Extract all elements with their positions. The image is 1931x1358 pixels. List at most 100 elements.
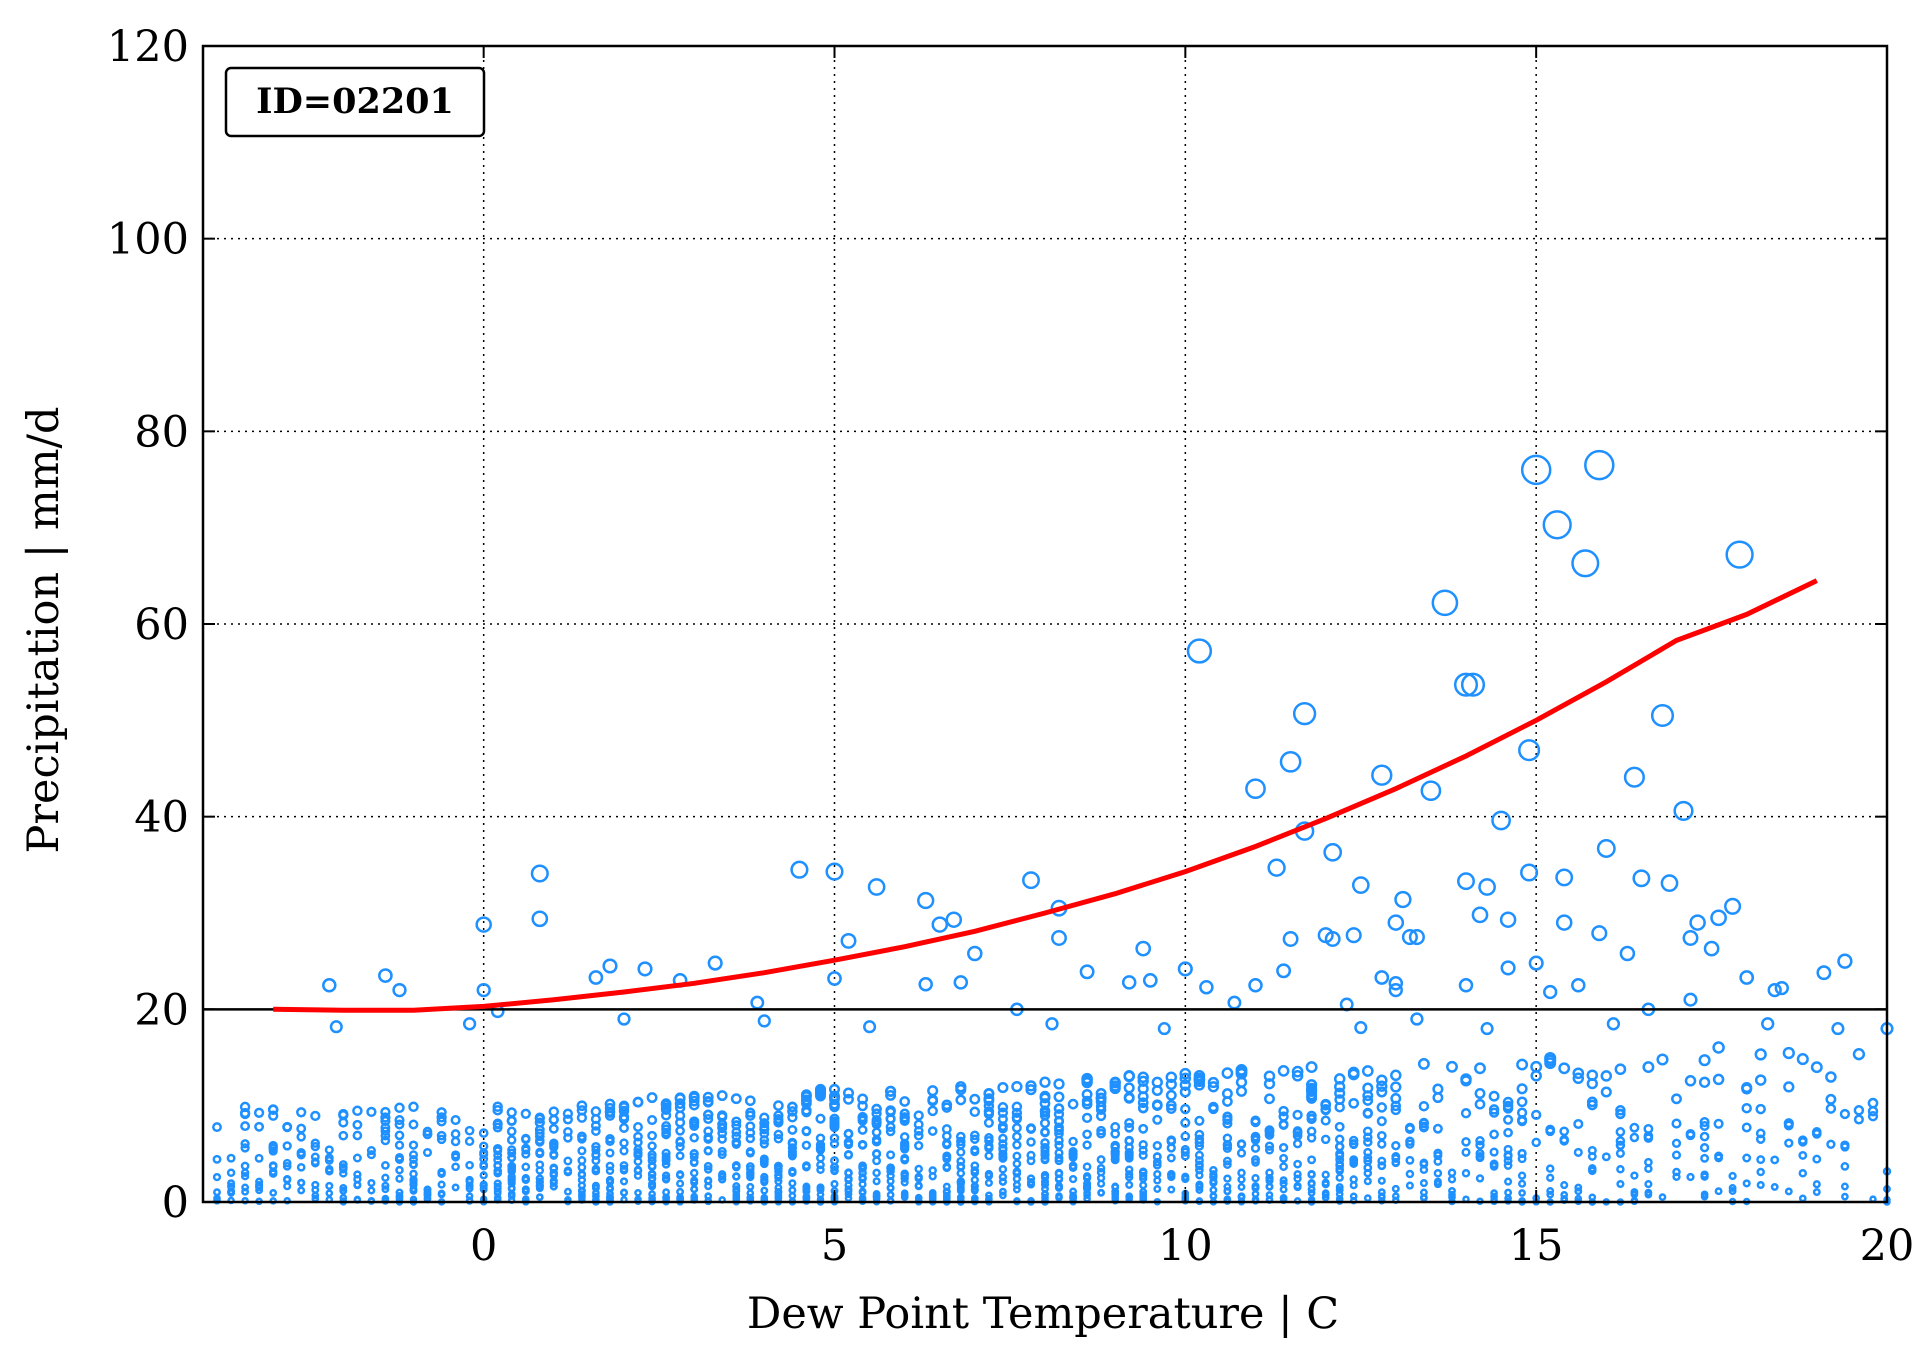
- scatter-point: [1267, 858, 1286, 877]
- scatter-point: [549, 1178, 558, 1187]
- scatter-point: [1223, 1174, 1232, 1183]
- scatter-point: [913, 1130, 924, 1141]
- scatter-point: [787, 1147, 797, 1157]
- scatter-point: [1025, 1084, 1037, 1096]
- scatter-point: [394, 1130, 405, 1141]
- scatter-point: [591, 1141, 601, 1152]
- scatter-point: [773, 1129, 784, 1140]
- scatter-point: [704, 1176, 713, 1185]
- scatter-point: [325, 1181, 334, 1190]
- scatter-point: [1165, 1071, 1178, 1083]
- scatter-point: [1012, 1131, 1022, 1142]
- scatter-point: [605, 1178, 615, 1187]
- scatter-point: [618, 1111, 630, 1122]
- scatter-point: [465, 1181, 474, 1190]
- scatter-point: [563, 1156, 573, 1166]
- scatter-point: [1180, 1131, 1191, 1142]
- scatter-point: [493, 1166, 502, 1176]
- scatter-point: [1125, 1180, 1134, 1189]
- scatter-point: [1516, 1096, 1528, 1108]
- scatter-point: [381, 1161, 390, 1170]
- scatter-point: [829, 1139, 840, 1149]
- scatter-point: [520, 1108, 531, 1119]
- y-tick-label: 120: [107, 22, 189, 72]
- scatter-point: [1051, 930, 1067, 946]
- scatter-point: [1209, 1165, 1218, 1175]
- scatter-point: [1139, 1174, 1148, 1183]
- scatter-point: [324, 1145, 334, 1155]
- scatter-point: [646, 1092, 658, 1104]
- scatter-point: [1419, 1179, 1428, 1188]
- scatter-point: [1081, 1074, 1093, 1087]
- scatter-point: [1503, 1156, 1513, 1166]
- scatter-point: [436, 1134, 447, 1145]
- scatter-point: [1489, 1162, 1499, 1171]
- scatter-point: [1222, 1143, 1233, 1153]
- scatter-point: [1039, 1090, 1051, 1102]
- scatter-point: [1755, 1128, 1766, 1139]
- scatter-point: [703, 1109, 714, 1120]
- scatter-point: [1724, 897, 1742, 915]
- scatter-point: [956, 1186, 965, 1195]
- scatter-point: [1039, 1076, 1051, 1088]
- scatter-point: [745, 1107, 756, 1118]
- scatter-point: [886, 1177, 895, 1186]
- scatter-point: [774, 1188, 783, 1197]
- scatter-point: [843, 1149, 854, 1160]
- scatter-point: [885, 1113, 896, 1125]
- scatter-point: [1209, 1192, 1218, 1201]
- scatter-point: [1601, 1152, 1611, 1162]
- scatter-point: [815, 1143, 826, 1153]
- scatter-point: [408, 1150, 419, 1160]
- scatter-point: [338, 1117, 349, 1128]
- scatter-point: [549, 1138, 559, 1149]
- scatter-point: [1754, 1048, 1767, 1061]
- scatter-point: [632, 1096, 644, 1108]
- scatter-point: [1798, 1168, 1808, 1178]
- scatter-point: [1151, 1099, 1163, 1111]
- scatter-point: [253, 1107, 265, 1118]
- scatter-point: [1179, 1079, 1191, 1091]
- scatter-point: [1265, 1173, 1274, 1183]
- scatter-point: [1671, 1138, 1682, 1148]
- scatter-point: [1559, 1126, 1570, 1137]
- scatter-point: [605, 1161, 615, 1171]
- scatter-point: [563, 1187, 572, 1196]
- scatter-point: [1728, 1187, 1737, 1195]
- scatter-point: [689, 1168, 699, 1178]
- scatter-point: [1166, 1153, 1176, 1163]
- scatter-point: [843, 1128, 854, 1139]
- scatter-point: [1054, 1174, 1064, 1183]
- scatter-point: [1082, 1162, 1092, 1172]
- scatter-point: [1518, 739, 1541, 762]
- scatter-point: [997, 1107, 1009, 1118]
- scatter-point: [633, 1131, 643, 1142]
- scatter-point: [1460, 1108, 1472, 1119]
- scatter-point: [240, 1161, 250, 1171]
- scatter-point: [1138, 1145, 1148, 1155]
- scatter-point: [703, 1165, 713, 1174]
- scatter-point: [1152, 1114, 1163, 1125]
- scatter-point: [1053, 1091, 1065, 1103]
- scatter-point: [1390, 1081, 1402, 1093]
- scatter-point: [660, 1098, 672, 1109]
- scatter-point: [1488, 1104, 1500, 1115]
- scatter-point: [394, 1102, 405, 1114]
- scatter-point: [773, 1116, 784, 1127]
- scatter-point: [1012, 1151, 1022, 1161]
- scatter-point: [1460, 672, 1486, 697]
- scatter-point: [322, 978, 337, 993]
- scatter-point: [1619, 945, 1636, 962]
- scatter-point: [1305, 1061, 1318, 1074]
- scatter-point: [1699, 1143, 1710, 1153]
- scatter-point: [689, 1116, 700, 1127]
- scatter-point: [1853, 1114, 1864, 1125]
- scatter-point: [1782, 1046, 1795, 1060]
- scatter-point: [1011, 1112, 1023, 1123]
- scatter-point: [409, 1175, 418, 1184]
- scatter-point: [531, 910, 549, 928]
- scatter-point: [576, 1112, 588, 1123]
- scatter-point: [563, 1167, 573, 1177]
- scatter-point: [1517, 1149, 1527, 1159]
